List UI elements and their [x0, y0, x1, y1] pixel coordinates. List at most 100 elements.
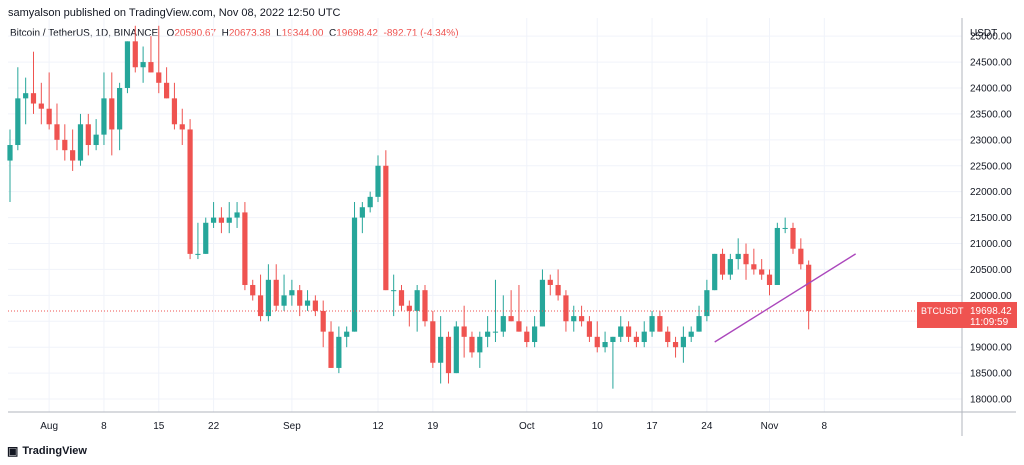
grid-lines	[8, 18, 962, 412]
candle-body	[203, 222, 209, 254]
candle-body	[140, 62, 146, 68]
candle-body	[124, 41, 131, 88]
low-label: L	[276, 28, 282, 39]
candle-body	[790, 227, 796, 249]
candle-body	[649, 316, 655, 332]
candle-body	[391, 290, 397, 292]
candle-body	[657, 316, 663, 332]
bar-countdown: 11:09:59	[970, 317, 1009, 328]
time-tick-label: Nov	[761, 421, 779, 432]
candle-body	[774, 227, 780, 285]
candle-body	[77, 124, 84, 161]
candle-body	[54, 124, 60, 140]
candle-body	[38, 103, 44, 109]
time-tick-label: 15	[153, 421, 165, 432]
candle-body	[633, 336, 639, 343]
last-price-tag-bg	[917, 301, 1017, 328]
close-label: C	[328, 28, 337, 39]
price-tick-label: 21500.00	[970, 213, 1012, 224]
candle-body	[586, 321, 593, 337]
candle-body	[406, 305, 412, 311]
candle-body	[257, 295, 264, 317]
candle-body	[563, 295, 569, 322]
price-tick-label: 22500.00	[970, 161, 1012, 172]
price-tick-label: 22000.00	[970, 187, 1012, 198]
candle-body	[117, 87, 123, 130]
candle-body	[806, 264, 812, 311]
candle-body	[304, 300, 311, 306]
time-tick-label: 8	[822, 421, 828, 432]
candle-body	[328, 331, 334, 368]
price-tick-label: 20500.00	[970, 265, 1012, 276]
price-tick-label: 21000.00	[970, 239, 1012, 250]
price-tick-label: 18500.00	[970, 369, 1012, 380]
candle-body	[281, 295, 287, 306]
candle-body	[171, 98, 178, 125]
change-value: -892.71 (-4.34%)	[383, 28, 459, 39]
time-tick-label: 19	[427, 421, 439, 432]
price-tick-label: 24000.00	[970, 83, 1012, 94]
candle-body	[297, 290, 303, 306]
candle-body	[508, 316, 514, 322]
time-tick-label: 8	[101, 421, 107, 432]
candle-body	[250, 284, 256, 296]
time-axis-labels: Aug 8 15 22 Sep 12 19 Oct 10 17 24 Nov 8	[40, 421, 827, 432]
candle-body	[195, 253, 201, 255]
candle-body	[164, 82, 170, 99]
candle-body	[743, 253, 749, 265]
candle-body	[23, 93, 29, 99]
candle-body	[101, 98, 107, 135]
last-price-symbol: BTCUSDT	[921, 306, 964, 316]
last-price-tag: BTCUSDT 19698.42 11:09:59	[917, 301, 1017, 328]
candle-body	[7, 145, 13, 161]
time-tick-label: Oct	[519, 421, 535, 432]
candle-body	[688, 331, 694, 337]
candle-body	[618, 326, 624, 337]
candle-body	[672, 342, 679, 348]
publisher-line: samyalson published on TradingView.com, …	[8, 7, 341, 19]
time-tick-label: 12	[372, 421, 384, 432]
high-value: 20673.38	[228, 28, 271, 39]
candle-body	[712, 253, 718, 291]
candle-body	[273, 279, 279, 306]
price-tick-label: 20000.00	[970, 291, 1012, 302]
candle-body	[610, 336, 616, 343]
candle-body	[367, 196, 373, 208]
candle-body	[359, 207, 365, 218]
candle-body	[453, 326, 459, 374]
candle-body	[594, 336, 600, 348]
candle-body	[265, 279, 271, 317]
candle-body	[625, 326, 632, 337]
candle-body	[85, 124, 91, 146]
candle-body	[727, 259, 733, 275]
candle-body	[422, 290, 428, 322]
candle-body	[375, 165, 381, 197]
price-tick-label: 19000.00	[970, 343, 1012, 354]
candle-body	[516, 321, 522, 332]
candle-body	[492, 331, 499, 333]
candle-body	[696, 316, 702, 332]
candle-body	[485, 331, 491, 337]
candle-body	[179, 124, 185, 130]
candle-body	[414, 290, 420, 311]
trendline[interactable]	[714, 253, 857, 343]
candle-body	[312, 300, 318, 311]
candle-body	[571, 316, 577, 322]
tradingview-logo[interactable]: ▣ TradingView	[7, 444, 87, 458]
time-tick-label: 17	[646, 421, 658, 432]
candle-body	[759, 269, 765, 275]
candle-body	[766, 274, 773, 285]
candle-body	[218, 217, 225, 223]
candle-body	[398, 290, 405, 306]
candle-body	[461, 326, 467, 337]
candle-body	[680, 336, 686, 348]
candle-body	[62, 139, 68, 151]
price-tick-label: 25000.00	[970, 32, 1012, 43]
candle-body	[555, 284, 561, 296]
candle-body	[351, 217, 358, 332]
candle-body	[532, 326, 538, 343]
candle-body	[524, 331, 530, 343]
high-label: H	[221, 28, 229, 39]
candle-body	[15, 98, 21, 146]
